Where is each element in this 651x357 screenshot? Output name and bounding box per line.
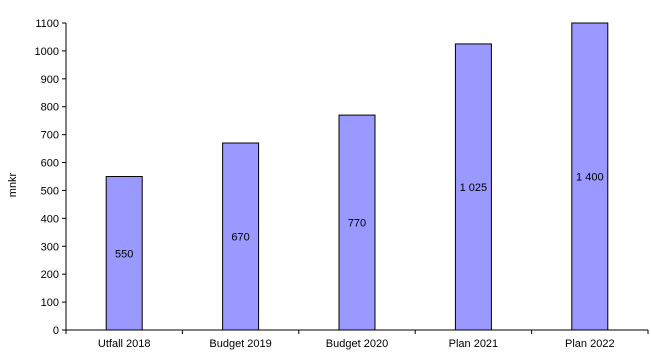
y-tick-label: 800 [41,102,59,114]
y-tick-label: 500 [41,185,59,197]
bars [105,22,609,331]
data-label: 1 400 [576,172,604,184]
y-tick-label: 400 [41,213,59,225]
data-label: 770 [348,218,366,230]
bar [105,176,143,331]
x-tick-label: Utfall 2018 [98,338,151,350]
y-tick-label: 300 [41,241,59,253]
data-label: 670 [231,232,249,244]
y-tick-label: 900 [41,74,59,86]
y-axis-title: mnkr [7,172,19,197]
x-tick-label: Budget 2020 [326,338,388,350]
y-tick-label: 200 [41,269,59,281]
y-axis: 0 100 200 300 400 500 600 700 800 900 1000 1100 [35,18,67,337]
y-tick-label: 100 [41,297,59,309]
data-label: 550 [115,248,133,260]
data-label: 1 025 [460,182,488,194]
x-tick-label: Plan 2022 [565,338,615,350]
bar [454,43,492,331]
bar [338,114,376,331]
y-tick-label: 0 [53,325,59,337]
x-tick-label: Plan 2021 [449,338,499,350]
bar [571,22,609,331]
y-tick-label: 600 [41,158,59,170]
data-labels: 550 670 770 1 025 1 400 [115,172,604,261]
x-tick-label: Budget 2019 [209,338,271,350]
x-axis: Utfall 2018 Budget 2019 Budget 2020 Plan 20… [65,329,649,350]
y-tick-label: 1100 [35,18,59,30]
bar [222,142,260,331]
y-tick-label: 700 [41,130,59,142]
y-tick-label: 1000 [35,46,59,58]
